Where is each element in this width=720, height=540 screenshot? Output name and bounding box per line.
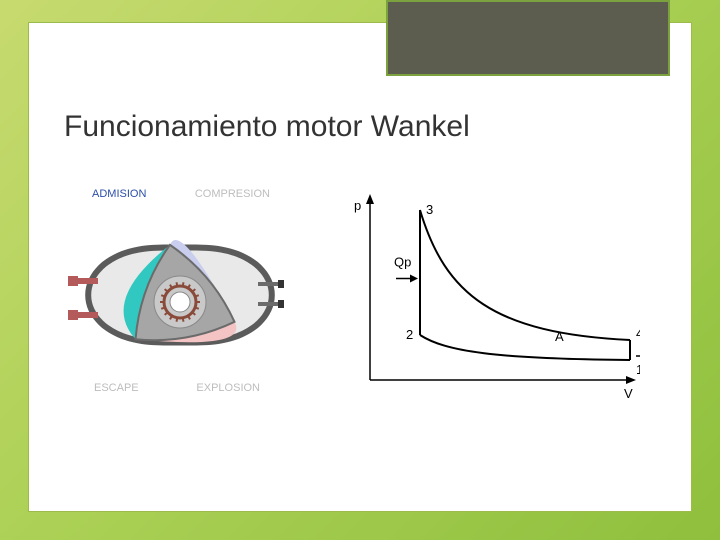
wankel-diagram: ADMISION COMPRESION ESCAPE EXPLOSION — [60, 190, 300, 390]
svg-text:3: 3 — [426, 202, 433, 217]
svg-text:p: p — [354, 198, 361, 213]
label-compresion: COMPRESION — [195, 188, 270, 200]
label-admision: ADMISION — [92, 188, 146, 200]
svg-text:1: 1 — [636, 362, 640, 377]
label-explosion: EXPLOSION — [196, 382, 260, 394]
label-escape: ESCAPE — [94, 382, 139, 394]
svg-text:V: V — [624, 386, 633, 401]
svg-text:2: 2 — [406, 327, 413, 342]
slide-title: Funcionamiento motor Wankel — [64, 110, 470, 144]
pv-diagram: p V 1 2 3 4 A Qp Qo — [340, 190, 640, 410]
figures-row: ADMISION COMPRESION ESCAPE EXPLOSION — [60, 190, 660, 410]
svg-text:Qp: Qp — [394, 255, 411, 270]
pv-svg: p V 1 2 3 4 A Qp Qo — [340, 190, 640, 410]
svg-text:A: A — [555, 329, 564, 344]
accent-header-box — [386, 0, 670, 76]
wankel-svg — [60, 190, 300, 390]
slide: Funcionamiento motor Wankel — [0, 0, 720, 540]
